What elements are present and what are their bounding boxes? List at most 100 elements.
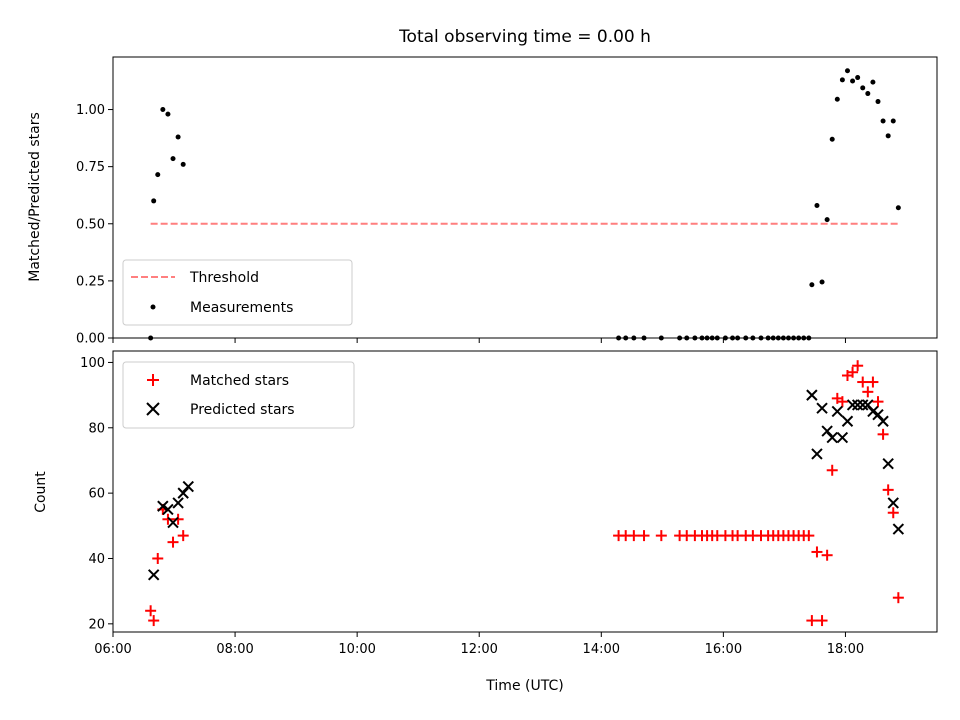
matched-point xyxy=(847,366,859,378)
matched-point xyxy=(152,552,164,564)
predicted-point xyxy=(162,503,174,516)
measurement-point xyxy=(170,156,176,162)
matched-point xyxy=(872,396,884,408)
x-tick-label: 16:00 xyxy=(705,642,742,657)
bottom-legend: Matched stars Predicted stars xyxy=(122,361,355,429)
measurement-point xyxy=(870,79,876,85)
matched-point xyxy=(836,396,848,408)
predicted-point xyxy=(167,516,179,529)
y-tick-label: 80 xyxy=(88,421,105,436)
matched-point xyxy=(867,376,879,388)
x-tick-label: 10:00 xyxy=(338,642,375,657)
y-tick-label: 60 xyxy=(88,487,105,502)
matched-point xyxy=(811,546,823,558)
matched-point xyxy=(862,386,874,398)
measurement-point xyxy=(844,68,850,74)
predicted-point xyxy=(831,405,844,418)
predicted-point xyxy=(816,402,828,414)
predicted-point xyxy=(841,415,854,427)
measurement-point xyxy=(865,91,871,97)
measurement-point xyxy=(875,99,881,105)
y-tick-label: 0.00 xyxy=(76,332,105,347)
predicted-point xyxy=(892,523,905,535)
bottom-axes-frame xyxy=(112,350,938,633)
predicted-point xyxy=(867,405,879,418)
top-ylabel: Matched/Predicted stars xyxy=(27,112,43,282)
matched-point xyxy=(877,428,889,440)
measurement-point xyxy=(160,107,166,113)
legend-matched-swatch xyxy=(147,374,159,386)
x-tick-label: 14:00 xyxy=(583,642,620,657)
legend-measurements-label: Measurements xyxy=(190,300,293,316)
matched-point xyxy=(148,615,160,627)
predicted-point xyxy=(811,448,823,460)
y-tick-label: 0.50 xyxy=(76,217,105,232)
x-axis-label: Time (UTC) xyxy=(485,678,563,694)
top-legend-box xyxy=(122,259,353,326)
measurement-point xyxy=(824,217,830,223)
x-tick-label: 18:00 xyxy=(827,642,864,657)
predicted-point xyxy=(872,409,884,421)
predicted-point xyxy=(851,399,864,411)
y-tick-label: 40 xyxy=(88,552,105,567)
measurement-point xyxy=(839,77,845,83)
measurement-point xyxy=(151,198,157,204)
matched-point xyxy=(638,530,650,542)
measurement-point xyxy=(819,279,825,285)
matched-point xyxy=(821,549,833,561)
measurement-point xyxy=(809,282,815,288)
measurement-point xyxy=(895,205,901,211)
y-tick-label: 100 xyxy=(80,356,105,371)
y-tick-label: 1.00 xyxy=(76,103,105,118)
predicted-point xyxy=(862,399,874,411)
predicted-point xyxy=(857,399,869,411)
legend-predicted-swatch xyxy=(146,402,160,416)
predicted-point xyxy=(826,431,838,444)
matched-point xyxy=(826,464,838,476)
matched-point xyxy=(803,530,815,542)
top-legend: Threshold Measurements xyxy=(122,259,353,326)
measurement-point xyxy=(165,111,171,117)
y-tick-label: 0.75 xyxy=(76,160,105,175)
bottom-legend-box xyxy=(122,361,355,429)
x-tick-label: 08:00 xyxy=(216,642,253,657)
top-axes-frame xyxy=(112,56,938,339)
matched-point xyxy=(145,605,157,617)
measurement-point xyxy=(885,133,891,139)
matched-point xyxy=(628,530,640,542)
predicted-point xyxy=(887,497,899,509)
predicted-point xyxy=(147,569,160,581)
matched-point xyxy=(806,615,818,627)
x-tick-label: 06:00 xyxy=(94,642,131,657)
figure-title: Total observing time = 0.00 h xyxy=(398,27,651,47)
measurement-point xyxy=(880,118,886,124)
predicted-point xyxy=(177,487,189,499)
predicted-point xyxy=(157,500,169,512)
measurement-point xyxy=(175,134,181,140)
matched-point xyxy=(816,615,828,627)
predicted-point xyxy=(172,497,184,509)
matched-point xyxy=(882,484,894,496)
measurement-point xyxy=(814,202,820,208)
matched-point xyxy=(887,507,899,519)
legend-threshold-label: Threshold xyxy=(189,270,259,286)
bottom-ylabel: Count xyxy=(33,471,49,513)
measurement-point xyxy=(890,118,896,124)
predicted-point xyxy=(836,431,849,444)
y-tick-label: 20 xyxy=(88,617,105,632)
measurement-point xyxy=(834,96,840,102)
legend-measurements-swatch xyxy=(150,304,156,310)
predicted-point xyxy=(806,389,818,401)
measurement-point xyxy=(180,161,186,167)
y-tick-label: 0.25 xyxy=(76,274,105,289)
bottom-panel: 20 40 60 80 100 06:00 08:00 10:00 12:00 14:00 16:… xyxy=(33,350,938,694)
legend-matched-label: Matched stars xyxy=(190,373,289,389)
matched-point xyxy=(852,360,864,372)
predicted-point xyxy=(846,399,859,411)
measurement-point xyxy=(850,78,856,84)
x-tick-label: 12:00 xyxy=(460,642,497,657)
legend-predicted-label: Predicted stars xyxy=(190,402,295,418)
measurement-point xyxy=(855,75,861,81)
matched-point xyxy=(177,530,189,542)
